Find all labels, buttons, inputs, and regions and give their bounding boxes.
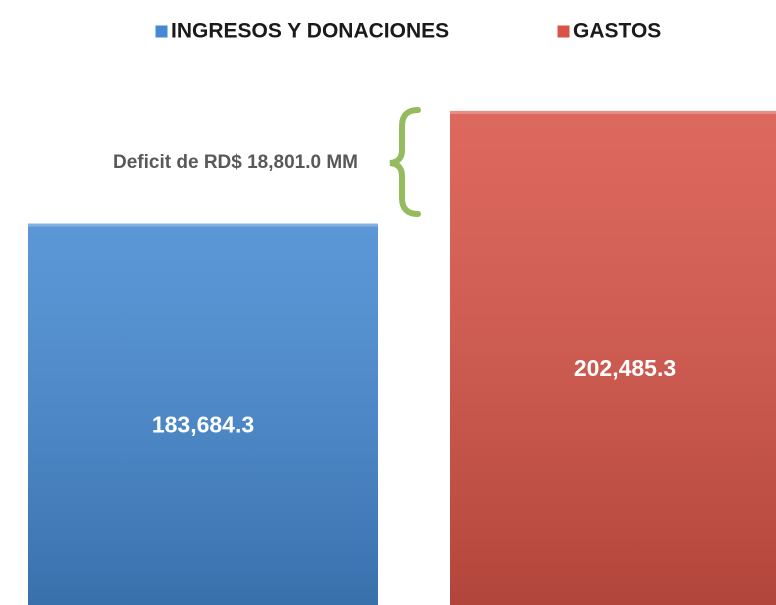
legend: INGRESOS Y DONACIONES GASTOS: [154, 20, 661, 43]
bar-highlight: [450, 110, 776, 114]
legend-label: GASTOS: [573, 20, 661, 43]
bar-shade: [450, 110, 776, 605]
legend-label: INGRESOS Y DONACIONES: [171, 20, 449, 43]
data-label: 183,684.3: [152, 411, 254, 437]
bar-highlight: [28, 223, 378, 227]
bar-shade: [28, 223, 378, 605]
deficit-brace: [389, 107, 421, 217]
legend-swatch: [556, 24, 571, 39]
data-label: 202,485.3: [574, 355, 676, 381]
legend-swatch: [154, 24, 169, 39]
annotation: Deficit de RD$ 18,801.0 MM: [113, 152, 358, 173]
